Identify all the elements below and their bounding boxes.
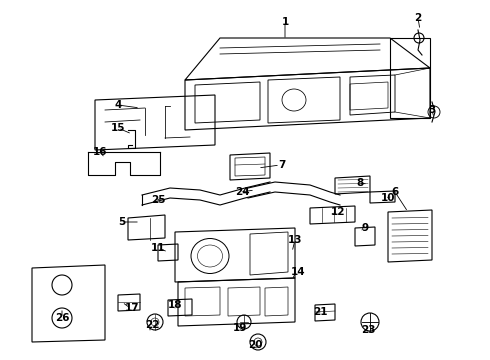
Text: 6: 6: [392, 187, 399, 197]
Text: 17: 17: [124, 303, 139, 313]
Text: 11: 11: [151, 243, 165, 253]
Text: 26: 26: [55, 313, 69, 323]
Text: 21: 21: [313, 307, 327, 317]
Text: 24: 24: [235, 187, 249, 197]
Text: 4: 4: [114, 100, 122, 110]
Text: 22: 22: [145, 320, 159, 330]
Text: 1: 1: [281, 17, 289, 27]
Text: 5: 5: [119, 217, 125, 227]
Text: 23: 23: [361, 325, 375, 335]
Text: 25: 25: [151, 195, 165, 205]
Text: 8: 8: [356, 178, 364, 188]
Text: 20: 20: [248, 340, 262, 350]
Text: 3: 3: [428, 105, 436, 115]
Text: 13: 13: [288, 235, 302, 245]
Text: 18: 18: [168, 300, 182, 310]
Text: 2: 2: [415, 13, 421, 23]
Text: 14: 14: [291, 267, 305, 277]
Text: 10: 10: [381, 193, 395, 203]
Text: 19: 19: [233, 323, 247, 333]
Text: 12: 12: [331, 207, 345, 217]
Text: 15: 15: [111, 123, 125, 133]
Text: 7: 7: [278, 160, 286, 170]
Text: 16: 16: [93, 147, 107, 157]
Text: 9: 9: [362, 223, 368, 233]
